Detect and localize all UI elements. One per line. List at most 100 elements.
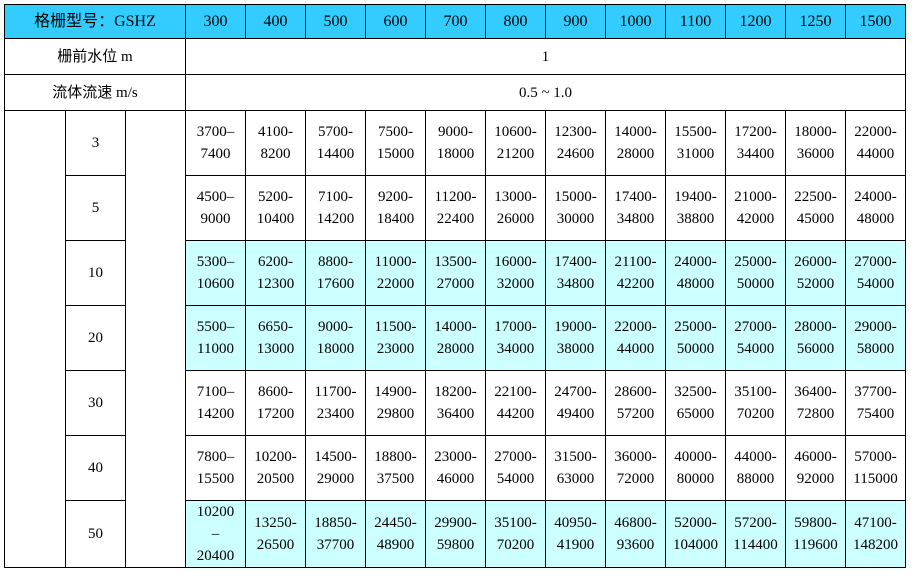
flow-range-cell: 36400- 72800	[785, 370, 846, 436]
flow-range-part: 29000-	[854, 319, 897, 335]
flow-range-cell: 22000- 44000	[605, 305, 666, 371]
flow-range-cell: 31500- 63000	[545, 435, 606, 501]
flow-range-part: 22400	[436, 211, 475, 227]
flow-range-cell: 27000- 54000	[485, 435, 546, 501]
flow-range-part: 11500-	[374, 319, 417, 335]
flow-range-part: 18800-	[374, 449, 417, 465]
model-label: 格栅型号：GSHZ	[4, 4, 186, 39]
flow-range-part: 52000	[796, 276, 835, 292]
flow-range-cell: 11500- 23000	[365, 305, 426, 371]
flow-range-part: 37700-	[854, 384, 897, 400]
flow-range-part: 27000-	[854, 254, 897, 270]
flow-range-cell: 5300– 10600	[185, 240, 246, 306]
flow-range-part: 9000-	[438, 124, 473, 140]
model-header-cell: 1100	[665, 4, 726, 39]
flow-range-part: 7500-	[378, 124, 413, 140]
flow-range-cell: 47100- 148200	[845, 500, 906, 568]
table-row: 50 10200 – 20400 13250- 26500 18850- 37700 24450…	[5, 500, 906, 568]
flow-range-part: 26500	[256, 537, 295, 553]
flow-range-cell: 26000- 52000	[785, 240, 846, 306]
flow-range-cell: 19400- 38800	[665, 175, 726, 241]
flow-range-part: 21200	[496, 146, 535, 162]
flow-range-part: 44000	[616, 341, 655, 357]
flow-range-part: 7800–	[196, 449, 235, 465]
flow-range-part: 25000-	[734, 254, 777, 270]
flow-range-cell: 35100- 70200	[725, 370, 786, 436]
flow-range-part: 17400-	[614, 189, 657, 205]
flow-range-cell: 25000- 50000	[665, 305, 726, 371]
flow-range-cell: 32500- 65000	[665, 370, 726, 436]
flow-range-part: 40000-	[674, 449, 717, 465]
flow-range-part: 22100-	[494, 384, 537, 400]
flow-range-part: 23000	[376, 341, 415, 357]
flow-range-cell: 6650- 13000	[245, 305, 306, 371]
specification-table: 格栅型号：GSHZ 300 400 500 600 700 800 900 1000 1100 1…	[4, 4, 906, 568]
flow-range-part: 50000	[676, 341, 715, 357]
flow-range-part: 30000	[556, 211, 595, 227]
flow-range-cell: 11000- 22000	[365, 240, 426, 306]
flow-range-part: 57200	[616, 406, 655, 422]
flow-range-part: 12300-	[554, 124, 597, 140]
flow-range-part: 28000-	[794, 319, 837, 335]
flow-range-part: 10400	[256, 211, 295, 227]
model-header-cell: 500	[305, 4, 366, 39]
model-header-cell: 700	[425, 4, 486, 39]
flow-range-cell: 52000- 104000	[665, 500, 726, 568]
flow-range-part: 10200	[196, 504, 235, 520]
flow-range-part: 19400-	[674, 189, 717, 205]
flow-range-cell: 27000- 54000	[845, 240, 906, 306]
flow-range-part: 49400	[556, 406, 595, 422]
flow-range-cell: 7800– 15500	[185, 435, 246, 501]
flow-range-cell: 19000- 38000	[545, 305, 606, 371]
flow-range-cell: 14000- 28000	[605, 110, 666, 176]
flow-range-part: 15500-	[674, 124, 717, 140]
flow-range-part: 24000-	[854, 189, 897, 205]
flow-range-cell: 22500- 45000	[785, 175, 846, 241]
flow-range-part: 8200	[260, 146, 291, 162]
flow-range-part: 54000	[856, 276, 895, 292]
flow-range-part: 37700	[316, 537, 355, 553]
flow-range-cell: 17200- 34400	[725, 110, 786, 176]
flow-range-cell: 44000- 88000	[725, 435, 786, 501]
header-row: 格栅型号：GSHZ 300 400 500 600 700 800 900 1000 1100 1…	[4, 4, 906, 39]
flow-range-part: –	[211, 526, 220, 542]
flow-range-part: 18000	[316, 341, 355, 357]
flow-range-part: 7400	[200, 146, 231, 162]
model-header-cell: 1200	[725, 4, 786, 39]
flow-range-part: 104000	[673, 537, 718, 553]
water-level-cell: 10	[65, 240, 126, 306]
table-row: 5 4500– 9000 5200- 10400 7100- 14200 9200- 18400…	[5, 175, 906, 241]
flow-range-part: 4100-	[258, 124, 293, 140]
flow-range-part: 32500-	[674, 384, 717, 400]
flow-range-part: 52000-	[674, 515, 717, 531]
flow-range-part: 26000-	[794, 254, 837, 270]
flow-range-cell: 10200- 20500	[245, 435, 306, 501]
flow-range-part: 14400	[316, 146, 355, 162]
flow-range-part: 24600	[556, 146, 595, 162]
flow-range-part: 10600-	[494, 124, 537, 140]
water-level-cell: 30	[65, 370, 126, 436]
flow-range-part: 47100-	[854, 515, 897, 531]
param-label: 栅前水位 m	[4, 38, 186, 75]
flow-range-cell: 36000- 72000	[605, 435, 666, 501]
flow-range-cell: 14900- 29800	[365, 370, 426, 436]
flow-range-part: 88000	[736, 471, 775, 487]
flow-range-part: 4500–	[196, 189, 235, 205]
flow-range-part: 5500–	[196, 319, 235, 335]
flow-range-part: 18200-	[434, 384, 477, 400]
flow-range-part: 28000	[616, 146, 655, 162]
water-level-cell: 3	[65, 110, 126, 176]
flow-range-cell: 10600- 21200	[485, 110, 546, 176]
flow-range-part: 26000	[496, 211, 535, 227]
flow-range-part: 22000-	[614, 319, 657, 335]
flow-range-part: 46000-	[794, 449, 837, 465]
flow-range-part: 38000	[556, 341, 595, 357]
blank-merged-cell	[4, 110, 66, 568]
table-row: 30 7100– 14200 8600- 17200 11700- 23400 14900- 2…	[5, 370, 906, 436]
flow-range-part: 12300	[256, 276, 295, 292]
flow-range-cell: 5200- 10400	[245, 175, 306, 241]
flow-range-part: 9200-	[378, 189, 413, 205]
flow-range-part: 9000	[200, 211, 231, 227]
flow-range-part: 45000	[796, 211, 835, 227]
flow-range-cell: 15500- 31000	[665, 110, 726, 176]
